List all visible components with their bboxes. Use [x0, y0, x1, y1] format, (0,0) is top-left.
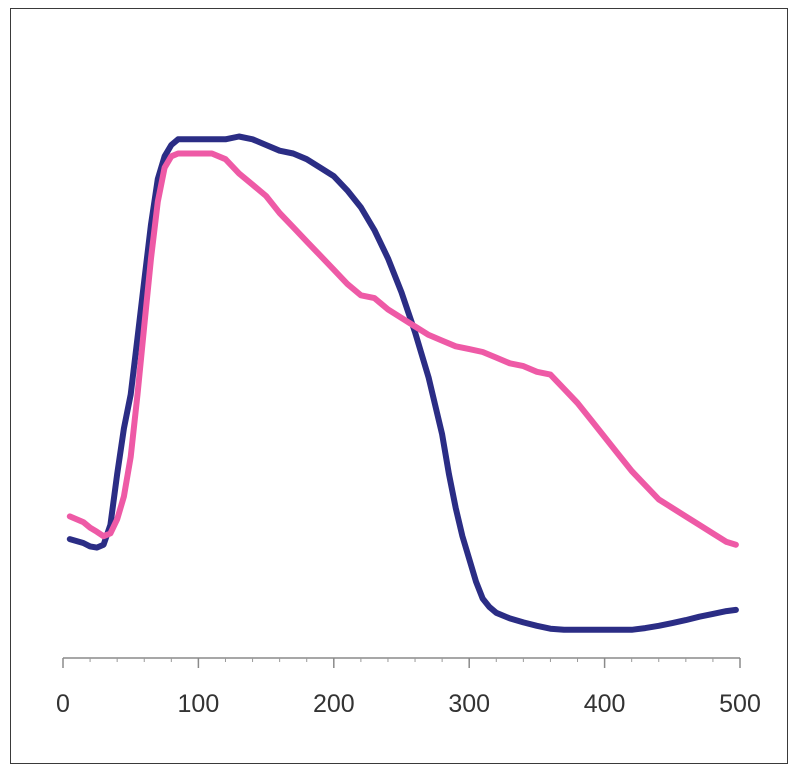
x-axis: 0 100 200 300 400 500: [56, 657, 761, 718]
series-layer: [66, 133, 739, 633]
series-line-2: [66, 150, 739, 548]
x-tick-label: 200: [313, 690, 355, 718]
x-tick-label: 100: [178, 690, 220, 718]
x-tick-label: 500: [719, 690, 761, 718]
x-tick-label: 300: [448, 690, 490, 718]
series-line-1: [66, 133, 739, 633]
x-tick-label: 400: [584, 690, 626, 718]
x-tick-label: 0: [56, 690, 70, 718]
